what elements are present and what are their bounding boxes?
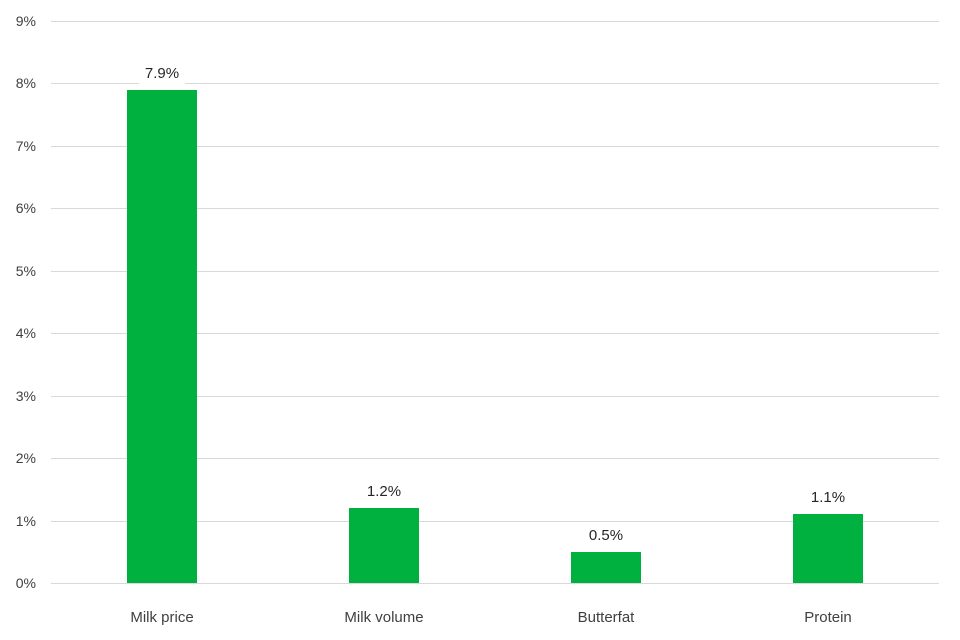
y-tick-label: 3% [15,387,36,404]
x-axis: Milk price Milk volume Butterfat Protein [51,583,939,640]
bar-value-label: 0.5% [582,525,630,547]
gridline [51,270,939,272]
bar-value-label: 1.2% [360,482,408,504]
x-category-label: Butterfat [577,609,635,626]
gridline [51,83,939,85]
y-tick-label: 8% [15,75,36,92]
y-tick-label: 7% [15,137,36,154]
y-tick-label: 5% [15,262,36,279]
gridline [51,208,939,210]
y-tick-label: 0% [15,575,36,591]
x-category-label: Protein [804,609,852,626]
gridline [51,21,939,22]
bar-value-label: 1.1% [804,488,852,510]
y-tick-label: 1% [15,512,36,529]
y-tick-label: 2% [15,450,36,467]
gridline [51,145,939,147]
x-category-label: Milk volume [344,609,424,626]
bar-protein [793,514,863,583]
x-category-label: Milk price [130,609,194,626]
y-tick-label: 6% [15,200,36,217]
bar-butterfat [571,551,641,583]
gridline [51,520,939,522]
gridline [51,583,939,584]
bar-milk-volume [349,508,419,583]
y-axis: 0% 1% 2% 3% 4% 5% 6% 7% 8% 9% [0,14,36,590]
bar-value-label: 7.9% [138,63,186,85]
plot-area: 7.9% 1.2% 0.5% 1.1% [51,21,939,584]
gridline [51,395,939,397]
bar-milk-price [127,89,197,583]
y-tick-label: 4% [15,325,36,342]
gridline [51,458,939,460]
y-tick-label: 9% [15,13,36,29]
gridline [51,333,939,335]
